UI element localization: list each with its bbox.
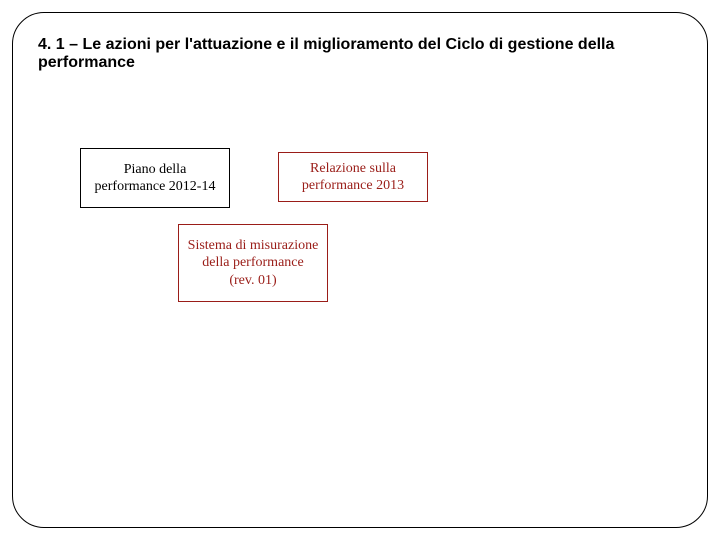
- slide-title: 4. 1 – Le azioni per l'attuazione e il m…: [38, 36, 663, 72]
- slide-border: [12, 12, 708, 528]
- box-piano-performance: Piano della performance 2012-14: [80, 148, 230, 208]
- slide-frame: 4. 1 – Le azioni per l'attuazione e il m…: [0, 0, 720, 540]
- box-relazione-performance: Relazione sulla performance 2013: [278, 152, 428, 202]
- box-sistema-misurazione: Sistema di misurazione della performance…: [178, 224, 328, 302]
